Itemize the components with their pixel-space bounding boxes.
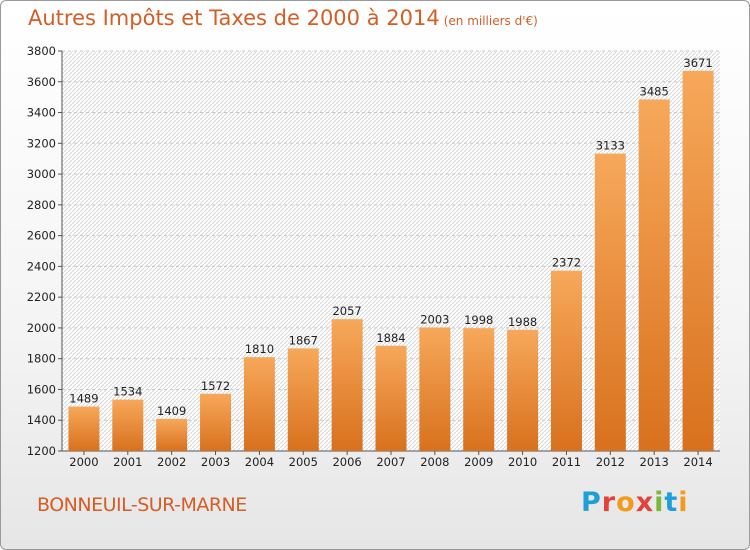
proxiti-logo: Proxiti <box>581 487 689 518</box>
y-tick-label: 3600 <box>27 75 56 89</box>
bar <box>156 418 188 451</box>
location-name: BONNEUIL-SUR-MARNE <box>37 494 247 516</box>
logo-letter: x <box>635 487 655 518</box>
y-tick-label: 2800 <box>27 198 56 212</box>
bar <box>243 357 275 451</box>
bar <box>68 406 100 451</box>
bar-value-label: 1534 <box>113 385 142 399</box>
x-tick-label: 2013 <box>640 455 669 469</box>
y-tick-label: 3000 <box>27 167 56 181</box>
x-tick-label: 2010 <box>508 455 537 469</box>
x-tick-label: 2004 <box>245 455 274 469</box>
bar <box>331 319 363 451</box>
bar <box>419 327 451 451</box>
y-tick-label: 3800 <box>27 44 56 58</box>
bar-value-label: 2003 <box>420 312 449 326</box>
y-tick-label: 1400 <box>27 413 56 427</box>
x-tick-label: 2014 <box>683 455 712 469</box>
x-tick-label: 2009 <box>464 455 493 469</box>
chart-subtitle: (en milliers d'€) <box>443 14 538 28</box>
y-tick-label: 1800 <box>27 352 56 366</box>
bar <box>200 393 232 451</box>
y-tick-label: 2600 <box>27 229 56 243</box>
x-tick-label: 2006 <box>332 455 361 469</box>
x-tick-label: 2008 <box>420 455 449 469</box>
logo-letter: r <box>601 487 617 518</box>
x-tick-label: 2000 <box>69 455 98 469</box>
bar-value-label: 3133 <box>596 139 625 153</box>
bar-value-label: 1884 <box>376 331 405 345</box>
bar <box>550 270 582 451</box>
bar-value-label: 1867 <box>289 333 318 347</box>
x-tick-label: 2002 <box>157 455 186 469</box>
bar-value-label: 3671 <box>683 56 712 70</box>
y-tick-label: 1600 <box>27 382 56 396</box>
logo-letter: o <box>616 487 636 518</box>
chart-title: Autres Impôts et Taxes de 2000 à 2014 (en… <box>28 6 538 30</box>
logo-letter: t <box>664 487 679 518</box>
y-tick-label: 2000 <box>27 321 56 335</box>
bar-value-label: 2372 <box>552 256 581 270</box>
logo-letter: P <box>581 487 602 518</box>
bar <box>112 399 144 451</box>
bar-value-label: 1572 <box>201 379 230 393</box>
logo-letter: i <box>654 487 665 518</box>
x-tick-label: 2011 <box>552 455 581 469</box>
bar-value-label: 1409 <box>157 404 186 418</box>
bar-value-label: 3485 <box>640 84 669 98</box>
x-tick-label: 2012 <box>596 455 625 469</box>
bar-value-label: 2057 <box>332 304 361 318</box>
y-tick-label: 3200 <box>27 136 56 150</box>
x-tick-label: 2003 <box>201 455 230 469</box>
bar-value-label: 1988 <box>508 315 537 329</box>
x-tick-label: 2005 <box>289 455 318 469</box>
bar-value-label: 1810 <box>245 342 274 356</box>
x-tick-label: 2001 <box>113 455 142 469</box>
y-tick-label: 2400 <box>27 259 56 273</box>
y-tick-label: 1200 <box>27 444 56 458</box>
logo-letter: i <box>678 487 689 518</box>
bar <box>375 345 407 451</box>
title-text: Autres Impôts et Taxes de 2000 à 2014 <box>28 6 440 30</box>
bar-value-label: 1489 <box>69 392 98 406</box>
bar <box>463 328 495 451</box>
bar <box>287 348 319 451</box>
plot-area: 1200 1400 1600 1800 2000 2200 2400 2600 2800 3000… <box>27 44 720 469</box>
bar-value-label: 1998 <box>464 313 493 327</box>
bar <box>682 70 714 451</box>
bar <box>594 153 626 451</box>
y-tick-label: 2200 <box>27 290 56 304</box>
bar <box>638 99 670 451</box>
y-tick-label: 3400 <box>27 106 56 120</box>
x-tick-label: 2007 <box>376 455 405 469</box>
bar <box>507 329 539 451</box>
